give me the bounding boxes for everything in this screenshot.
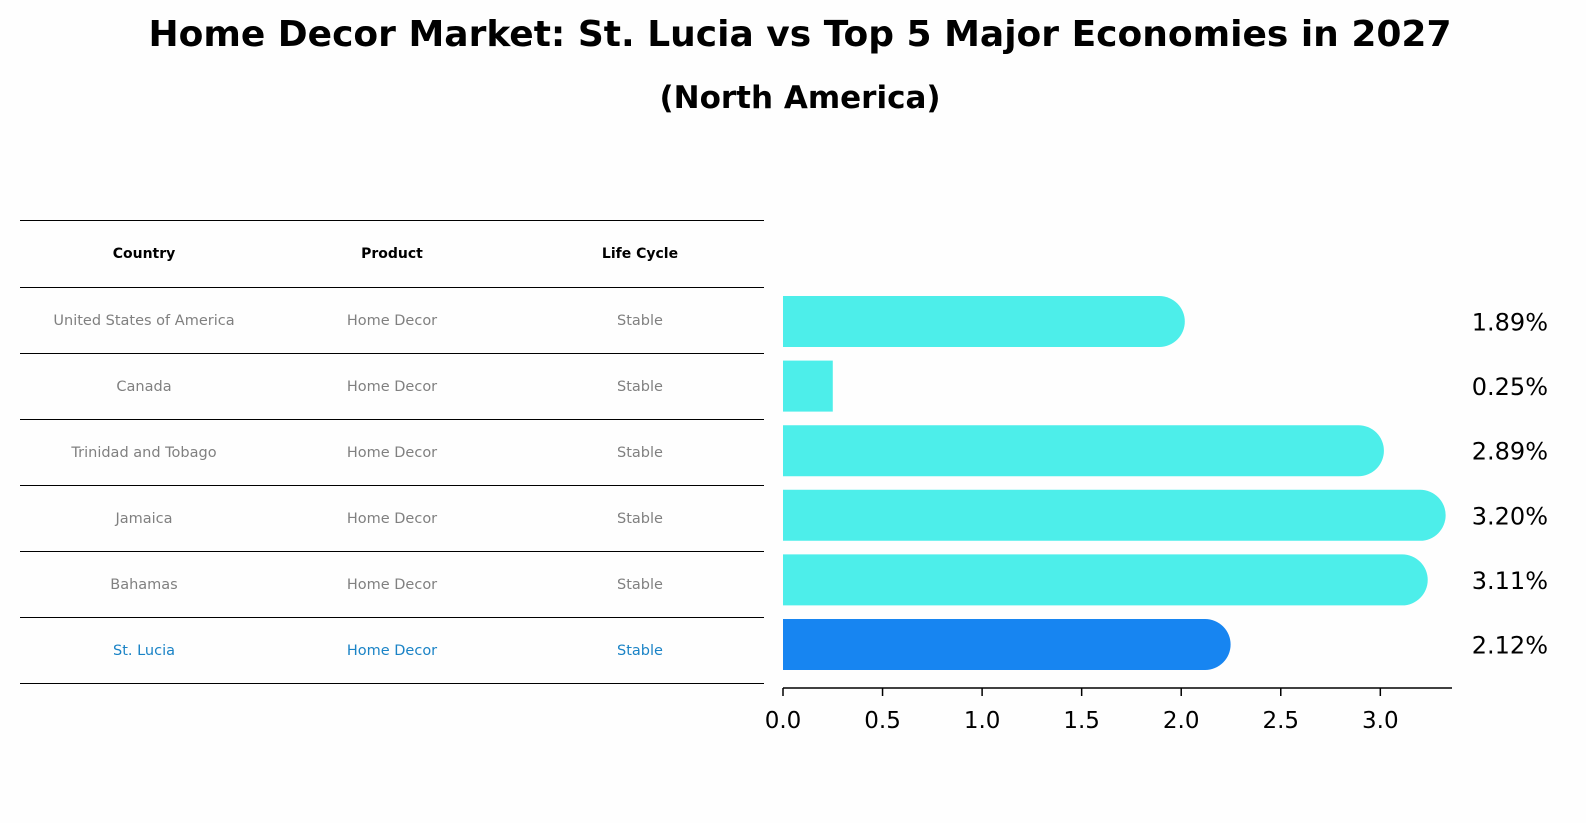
x-tick-label: 2.0 — [1163, 708, 1200, 734]
value-label: 2.89% — [1472, 438, 1548, 466]
x-tick-label: 1.0 — [964, 708, 1001, 734]
x-tick-label: 1.5 — [1063, 708, 1100, 734]
bar — [783, 296, 1185, 347]
value-label: 2.12% — [1472, 632, 1548, 660]
x-tick-label: 3.0 — [1362, 708, 1399, 734]
bar — [783, 554, 1428, 605]
bar — [783, 490, 1446, 541]
bar — [783, 619, 1231, 670]
x-tick-label: 2.5 — [1262, 708, 1299, 734]
value-label: 3.20% — [1472, 502, 1548, 530]
bar — [783, 425, 1384, 476]
x-tick-label: 0.0 — [765, 708, 802, 734]
x-tick-label: 0.5 — [864, 708, 901, 734]
value-label: 1.89% — [1472, 309, 1548, 337]
value-label: 3.11% — [1472, 567, 1548, 595]
bar-chart: 1.89% 0.25% 2.89% 3.20% 3.11% 2.12% 0.0 0.5 1.0 1… — [0, 0, 1586, 823]
value-label: 0.25% — [1472, 373, 1548, 401]
bar — [783, 361, 833, 412]
